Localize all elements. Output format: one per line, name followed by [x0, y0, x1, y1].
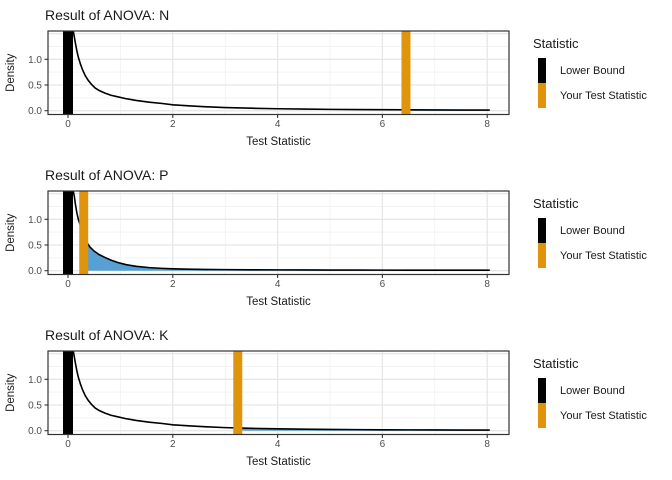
x-tick-label: 4	[275, 439, 281, 450]
anova-plot-n: 0 2 4 6 8 0.0 0.5 1.0 Result of ANOVA: N Test Sta…	[0, 0, 672, 160]
plot-title: Result of ANOVA: P	[45, 167, 168, 183]
test-statistic-bar	[233, 351, 243, 435]
y-tick-label: 0.5	[28, 401, 42, 412]
legend-label: Lower Bound	[560, 384, 625, 397]
legend-item-test-statistic: Your Test Statistic	[533, 403, 668, 428]
legend: Statistic Lower Bound Your Test Statisti…	[533, 36, 668, 108]
x-tick-label: 8	[484, 279, 490, 290]
anova-plot-p-canvas: 0 2 4 6 8 0.0 0.5 1.0 Result of ANOVA: P Test Sta…	[5, 167, 510, 308]
x-tick-label: 8	[484, 119, 490, 130]
test-statistic-key-icon	[538, 83, 546, 108]
panel-grid	[48, 351, 509, 435]
x-tick-label: 6	[380, 439, 386, 450]
legend-item-test-statistic: Your Test Statistic	[533, 83, 668, 108]
y-tick-label: 0.5	[28, 81, 42, 92]
test-statistic-bar	[79, 191, 89, 275]
lower-bound-bar	[63, 191, 73, 275]
y-axis-title: Density	[5, 373, 17, 412]
lower-bound-key-icon	[538, 218, 546, 243]
y-tick-label: 0.0	[28, 106, 42, 117]
lower-bound-key-icon	[538, 378, 546, 403]
panel-border	[47, 30, 510, 116]
panel-grid	[48, 31, 509, 115]
y-tick-label: 0.0	[28, 266, 42, 277]
p-value-shaded-area	[83, 234, 490, 271]
chart-layer	[63, 191, 490, 275]
x-tick-label: 4	[275, 119, 281, 130]
panel-border	[47, 350, 510, 436]
legend-label: Lower Bound	[560, 224, 625, 237]
lower-bound-bar	[63, 351, 73, 435]
x-tick-label: 6	[380, 279, 386, 290]
plot-title: Result of ANOVA: K	[45, 327, 169, 343]
test-statistic-key-icon	[538, 403, 546, 428]
lower-bound-key-icon	[538, 58, 546, 83]
y-tick-label: 1.0	[28, 215, 42, 226]
legend-item-lower-bound: Lower Bound	[533, 378, 668, 403]
chart-layer	[63, 31, 490, 115]
anova-plot-k-canvas: 0 2 4 6 8 0.0 0.5 1.0 Result of ANOVA: K Test Sta…	[5, 327, 510, 468]
x-axis-title: Test Statistic	[246, 296, 311, 308]
x-tick-label: 6	[380, 119, 386, 130]
y-tick-label: 0.5	[28, 241, 42, 252]
anova-plot-k: 0 2 4 6 8 0.0 0.5 1.0 Result of ANOVA: K Test Sta…	[0, 320, 672, 480]
legend-item-lower-bound: Lower Bound	[533, 218, 668, 243]
anova-plot-n-canvas: 0 2 4 6 8 0.0 0.5 1.0 Result of ANOVA: N Test Sta…	[5, 7, 510, 148]
legend-title: Statistic	[533, 196, 579, 211]
legend-label: Your Test Statistic	[560, 409, 647, 422]
x-tick-label: 2	[170, 119, 176, 130]
legend-title: Statistic	[533, 356, 579, 371]
legend-item-test-statistic: Your Test Statistic	[533, 243, 668, 268]
legend: Statistic Lower Bound Your Test Statisti…	[533, 196, 668, 268]
x-axis-title: Test Statistic	[246, 456, 311, 468]
y-axis-title: Density	[5, 213, 17, 252]
legend-label: Your Test Statistic	[560, 249, 647, 262]
legend: Statistic Lower Bound Your Test Statisti…	[533, 356, 668, 428]
test-statistic-key-icon	[538, 243, 546, 268]
x-tick-label: 0	[65, 279, 71, 290]
x-tick-label: 2	[170, 439, 176, 450]
panel-grid	[48, 191, 509, 275]
y-tick-label: 1.0	[28, 55, 42, 66]
x-tick-label: 8	[484, 439, 490, 450]
y-tick-label: 0.0	[28, 426, 42, 437]
legend-title: Statistic	[533, 36, 579, 51]
x-tick-label: 0	[65, 439, 71, 450]
lower-bound-bar	[63, 31, 73, 115]
y-axis-title: Density	[5, 53, 17, 92]
x-axis-title: Test Statistic	[246, 136, 311, 148]
panel-border	[47, 190, 510, 276]
test-statistic-bar	[401, 31, 411, 115]
y-tick-label: 1.0	[28, 375, 42, 386]
x-tick-label: 4	[275, 279, 281, 290]
legend-label: Lower Bound	[560, 64, 625, 77]
density-curve	[70, 191, 490, 272]
plot-title: Result of ANOVA: N	[45, 7, 169, 23]
legend-item-lower-bound: Lower Bound	[533, 58, 668, 83]
density-curve	[70, 31, 490, 111]
anova-plot-p: 0 2 4 6 8 0.0 0.5 1.0 Result of ANOVA: P Test Sta…	[0, 160, 672, 320]
x-tick-label: 0	[65, 119, 71, 130]
density-curve	[70, 351, 490, 431]
legend-label: Your Test Statistic	[560, 89, 647, 102]
x-tick-label: 2	[170, 279, 176, 290]
chart-layer	[63, 351, 490, 435]
